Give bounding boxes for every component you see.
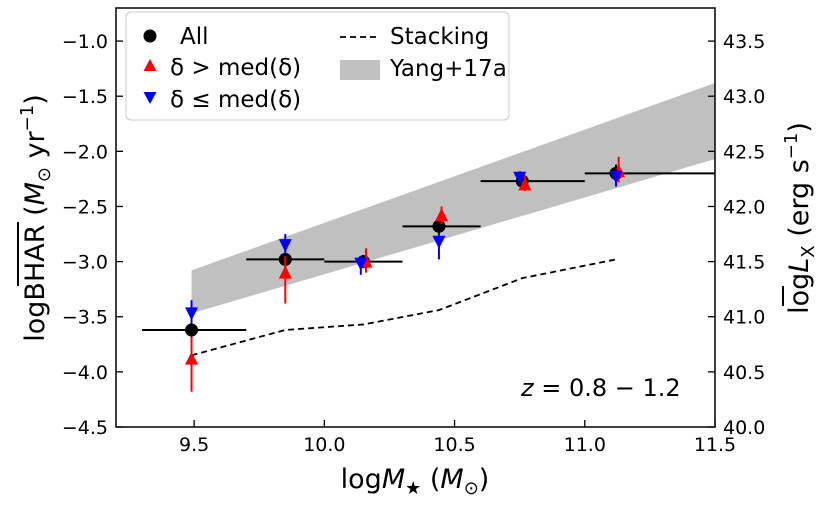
legend-low-density-label: δ ≤ med(δ) xyxy=(170,87,301,113)
x-label-paren: ( xyxy=(421,464,440,495)
legend-low-density-marker xyxy=(143,92,157,104)
x-label-m: M xyxy=(382,464,405,495)
high-density-point xyxy=(185,351,199,365)
y-tick-label: −4.0 xyxy=(62,362,108,384)
x-tick-label: 11.0 xyxy=(564,434,606,456)
y2-axis-label: logLX (erg s−1) xyxy=(781,122,819,314)
axis-ticks: 9.5 10.0 10.5 11.0 11.5 −4.5 −4.0 −3.5 −3.0 −2.5 −… xyxy=(62,31,765,456)
y-tick-label: −4.5 xyxy=(62,417,108,439)
y2-label-x: X xyxy=(798,245,819,257)
y2-label-l: L xyxy=(784,258,815,273)
y-tick-label: −2.5 xyxy=(62,196,108,218)
x-label-unit-m: M xyxy=(440,464,463,495)
x-label-log: log xyxy=(341,464,382,495)
low-density-point xyxy=(278,239,292,253)
y2-tick-label: 41.0 xyxy=(723,307,765,329)
y2-tick-label: 43.0 xyxy=(723,86,765,108)
y-axis-label: logBHAR (M⊙ yr−1) xyxy=(17,94,55,342)
legend-yang-band xyxy=(340,60,380,80)
legend-frame xyxy=(125,11,510,121)
plot-area xyxy=(142,82,715,392)
y-label-m: M xyxy=(20,182,51,205)
redshift-symbol: z xyxy=(520,374,535,402)
y2-tick-label: 40.0 xyxy=(723,417,765,439)
legend: All δ > med(δ) δ ≤ med(δ) Stacking Yang+… xyxy=(125,11,510,121)
low-density-point xyxy=(432,235,446,249)
y-label-paren: ( xyxy=(20,205,51,224)
plot-frame xyxy=(115,7,716,428)
y-tick-label: −1.0 xyxy=(62,31,108,53)
legend-yang-label: Yang+17a xyxy=(389,56,507,82)
y-tick-label: −3.0 xyxy=(62,252,108,274)
y2-label-log: log xyxy=(784,273,815,314)
y-label-yr: yr xyxy=(20,130,51,167)
legend-high-density-marker xyxy=(143,59,157,71)
y-label-close: ) xyxy=(20,94,51,105)
all-point xyxy=(185,323,199,337)
y2-tick-label: 43.5 xyxy=(723,31,765,53)
y-label-bhar: BHAR xyxy=(20,225,51,301)
y-label-sun: ⊙ xyxy=(34,167,55,182)
low-density-point xyxy=(354,257,368,271)
yang17a-band xyxy=(191,82,715,314)
x-label-star: ★ xyxy=(405,478,421,499)
low-density-point xyxy=(609,170,623,184)
low-density-point xyxy=(513,171,527,185)
high-density-point xyxy=(278,265,292,279)
redshift-annotation: z = 0.8 − 1.2 xyxy=(520,374,681,402)
x-tick-label: 9.5 xyxy=(179,434,209,456)
y2-label-exp: −1 xyxy=(781,133,802,160)
stacking-line xyxy=(191,258,617,357)
y2-tick-label: 42.5 xyxy=(723,141,765,163)
y2-tick-label: 40.5 xyxy=(723,362,765,384)
y-tick-label: −2.0 xyxy=(62,141,108,163)
y2-tick-label: 42.0 xyxy=(723,196,765,218)
y2-tick-label: 41.5 xyxy=(723,252,765,274)
all-point xyxy=(432,219,446,233)
legend-high-density-label: δ > med(δ) xyxy=(170,55,301,81)
high-density-point xyxy=(518,177,532,191)
x-axis-label: logM★ (M⊙) xyxy=(341,464,490,499)
y-tick-label: −3.5 xyxy=(62,307,108,329)
legend-stacking-label: Stacking xyxy=(390,24,489,50)
x-label-close: ) xyxy=(479,464,490,495)
y-label-log: log xyxy=(20,301,51,342)
x-tick-label: 10.5 xyxy=(433,434,475,456)
x-tick-label: 10.0 xyxy=(303,434,345,456)
low-density-point xyxy=(185,307,199,321)
y-tick-label: −1.5 xyxy=(62,86,108,108)
y2-label-close: ) xyxy=(784,122,815,133)
legend-all-label: All xyxy=(180,24,209,50)
x-tick-label: 11.5 xyxy=(694,434,736,456)
y2-label-unit: (erg s xyxy=(784,159,815,245)
high-density-point xyxy=(435,208,449,222)
legend-all-marker xyxy=(143,29,157,43)
y-label-exp: −1 xyxy=(17,105,38,132)
x-label-sun: ⊙ xyxy=(464,478,479,499)
redshift-range: = 0.8 − 1.2 xyxy=(534,374,681,402)
